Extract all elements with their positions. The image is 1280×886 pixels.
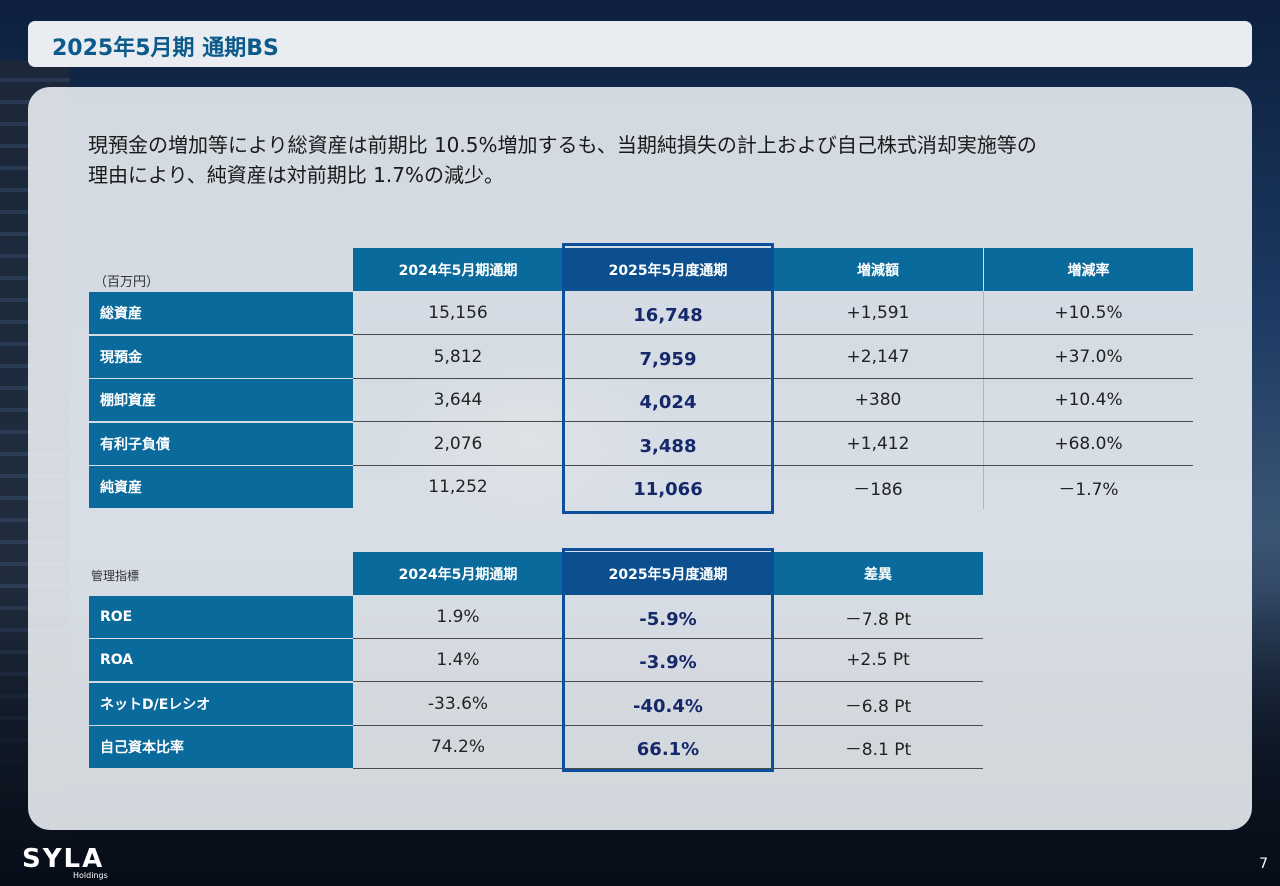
- kpi-row-label: ROA: [89, 639, 353, 681]
- kpi-cell-prev: 1.9%: [436, 607, 480, 627]
- row-divider: [353, 681, 983, 682]
- summary-line-2: 理由により、純資産は対前期比 1.7%の減少。: [88, 163, 504, 187]
- bs-header-diff: 増減額: [773, 248, 983, 291]
- company-logo-subtitle: Holdings: [73, 871, 108, 880]
- bs-cell-diff: +1,412: [846, 434, 910, 454]
- bs-header-rate: 増減率: [984, 248, 1193, 291]
- kpi-row-label: ROE: [89, 596, 353, 638]
- bs-header-cur: 2025年5月度通期: [563, 248, 773, 291]
- kpi-cell-cur: -40.4%: [633, 695, 703, 717]
- kpi-cell-diff: －6.8 Pt: [844, 696, 912, 717]
- kpi-current-period-highlight: [562, 548, 774, 772]
- bs-cell-rate: －1.7%: [1058, 479, 1119, 500]
- bs-cell-cur: 16,748: [633, 305, 703, 326]
- bs-current-period-highlight: [562, 243, 774, 514]
- row-divider: [353, 768, 983, 769]
- bs-row-label: 現預金: [89, 336, 353, 378]
- summary-text: 現預金の増加等により総資産は前期比 10.5%増加するも、当期純損失の計上および…: [88, 130, 1188, 190]
- company-logo: SYLA: [22, 844, 105, 874]
- page-number: 7: [1259, 856, 1268, 872]
- kpi-cell-cur: -5.9%: [639, 608, 697, 630]
- bs-cell-diff: +2,147: [846, 347, 910, 367]
- bs-cell-prev: 15,156: [428, 303, 488, 323]
- kpi-cell-prev: 74.2%: [430, 737, 485, 757]
- bs-cell-rate: +10.4%: [1054, 390, 1123, 410]
- bs-header-prev: 2024年5月期通期: [353, 248, 563, 291]
- bs-cell-cur: 3,488: [639, 435, 697, 457]
- title-bar: 2025年5月期 通期BS: [28, 21, 1252, 67]
- page-title: 2025年5月期 通期BS: [52, 36, 279, 61]
- row-divider: [353, 638, 983, 639]
- row-divider: [353, 725, 983, 726]
- bs-cell-prev: 5,812: [433, 347, 483, 367]
- kpi-header-prev: 2024年5月期通期: [353, 552, 563, 595]
- kpi-cell-diff: －7.8 Pt: [844, 609, 912, 630]
- bs-cell-diff: +1,591: [846, 303, 910, 323]
- kpi-header-diff: 差異: [773, 552, 983, 595]
- bs-column-divider: [983, 291, 984, 509]
- bs-cell-diff: －186: [853, 479, 903, 500]
- kpi-row-label: 自己資本比率: [89, 726, 353, 768]
- bs-cell-prev: 2,076: [433, 434, 483, 454]
- bs-cell-cur: 11,066: [633, 478, 703, 500]
- bs-cell-rate: +37.0%: [1054, 347, 1123, 367]
- bs-cell-prev: 3,644: [433, 390, 483, 410]
- bs-cell-cur: 4,024: [639, 391, 697, 413]
- kpi-row-label: ネットD/Eレシオ: [89, 683, 353, 725]
- kpi-cell-cur: -3.9%: [639, 651, 697, 673]
- bs-cell-cur: 7,959: [639, 348, 697, 370]
- bs-row-label: 棚卸資産: [89, 379, 353, 421]
- bs-row-label: 総資産: [89, 292, 353, 334]
- kpi-cell-diff: +2.5 Pt: [846, 650, 910, 670]
- bs-cell-rate: +68.0%: [1054, 434, 1123, 454]
- kpi-cell-prev: -33.6%: [427, 694, 489, 714]
- kpi-cell-diff: －8.1 Pt: [844, 739, 912, 760]
- kpi-header-cur: 2025年5月度通期: [563, 552, 773, 595]
- bs-cell-rate: +10.5%: [1054, 303, 1123, 323]
- bs-cell-diff: +380: [854, 390, 902, 410]
- unit-label: （百万円）: [94, 275, 160, 290]
- kpi-cell-prev: 1.4%: [436, 650, 480, 670]
- bs-row-label: 有利子負債: [89, 423, 353, 465]
- bs-cell-prev: 11,252: [428, 477, 488, 497]
- bs-row-label: 純資産: [89, 466, 353, 508]
- kpi-caption: 管理指標: [91, 569, 140, 583]
- summary-line-1: 現預金の増加等により総資産は前期比 10.5%増加するも、当期純損失の計上および…: [88, 133, 1037, 157]
- kpi-cell-cur: 66.1%: [636, 738, 700, 760]
